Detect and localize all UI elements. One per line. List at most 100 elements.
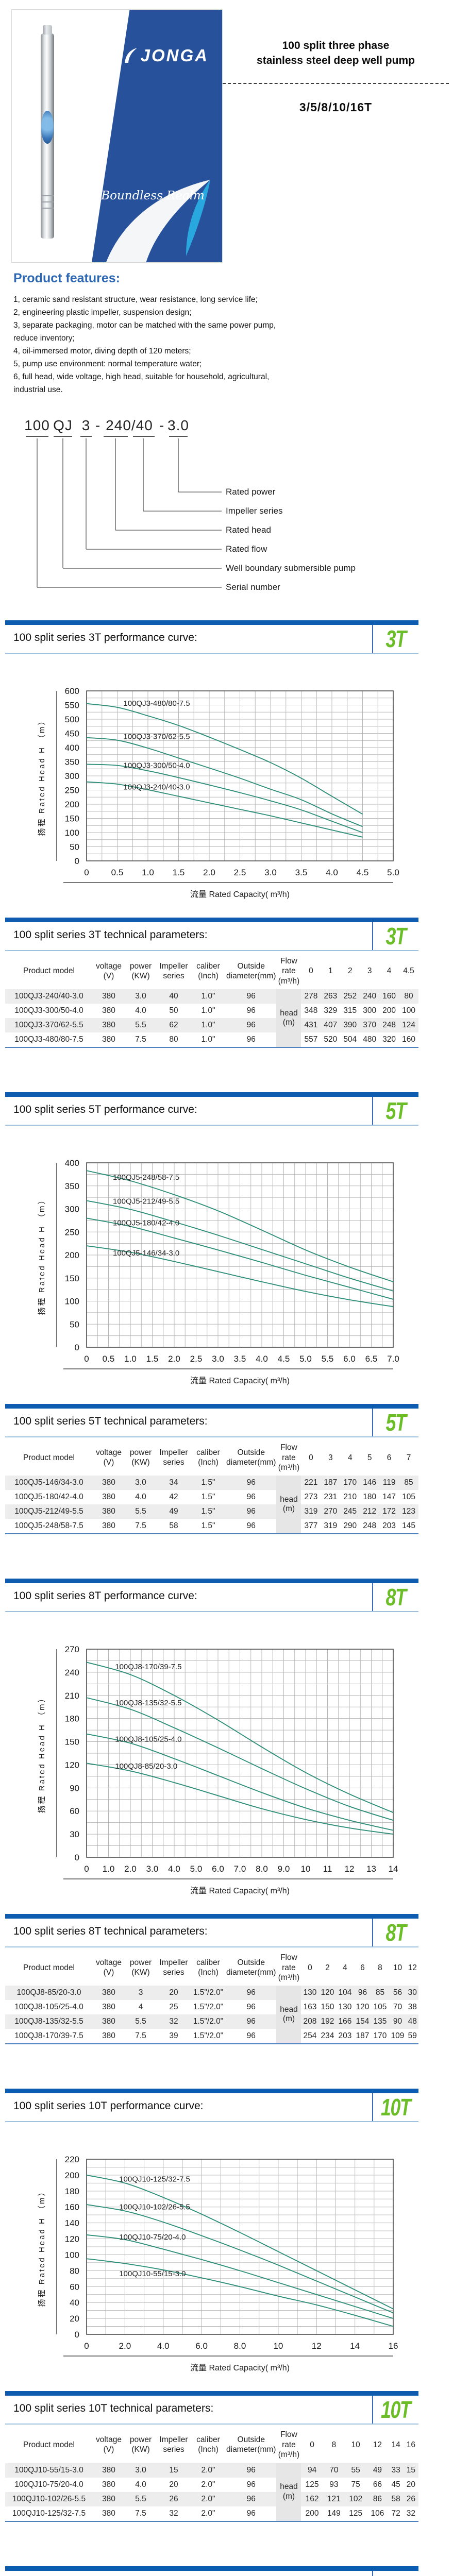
y-axis-title: 扬程 Rated Head H （m） [38, 716, 46, 836]
curve-label: 100QJ10-55/15-3.0 [119, 2270, 186, 2279]
table-row: 100QJ8-85/20-3.0 380 3 20 1.5"/2.0" 96 head (m… [5, 1986, 418, 2044]
cell-model: 100QJ8-135/32-5.5 [5, 2014, 93, 2029]
cell-head-value: 48 [406, 2014, 418, 2029]
cell-voltage: 380 [102, 1493, 115, 1502]
cell-head-value: 273 [304, 1493, 318, 1502]
cell-head-value: 15 [403, 2463, 418, 2478]
performance-chart-10T: 0 20 40 60 80 100 120 140 160 180 200 220 0 2.0 4.0 6.0… [9, 2150, 453, 2380]
plot-border [86, 2159, 394, 2335]
curve-100QJ3-300/50-4.0 [86, 764, 363, 833]
cell-head-value: 70 [393, 2003, 402, 2012]
curve-100QJ8-85/20-3.0 [86, 1762, 394, 1835]
section-header-row: 100 split series 5T performance curve: 5T [5, 1097, 418, 1126]
section-header-bar [5, 2089, 418, 2094]
chart-text: 8.0 [256, 1864, 268, 1874]
cell-head-value: 80 [399, 989, 418, 1004]
cell-caliber: 1.5"/2.0" [193, 2031, 224, 2041]
brand-logo-text: JONGA [140, 46, 209, 65]
cell-head-value: 208 [301, 2014, 319, 2029]
cell-model: 100QJ5-248/58-7.5 [14, 1521, 83, 1531]
performance-chart-3T: 0 50 100 150 200 250 300 350 400 450 500 550 600 0 0.5… [9, 682, 453, 906]
cell-head-value: 55 [345, 2463, 367, 2478]
cell-model: 100QJ8-105/25-4.0 [14, 2003, 83, 2012]
table-row: 100QJ10-55/15-3.0 380 3.0 15 2.0" 96 head (m) 9… [5, 2463, 418, 2521]
cell-head-value: 104 [336, 1986, 354, 2001]
chart-text: 0 [75, 2330, 79, 2340]
cell-model: 100QJ3-480/80-7.5 [14, 1035, 83, 1044]
chart-text: 2.5 [190, 1354, 203, 1364]
cell-power: 5.5 [125, 2492, 157, 2506]
curve-label: 100QJ10-75/20-4.0 [119, 2233, 186, 2242]
cell-head-value: 32 [406, 2509, 415, 2518]
callout-label: Rated flow [226, 544, 267, 554]
cell-power: 5.5 [125, 1018, 157, 1033]
flow-point-header: 2 [325, 1963, 330, 1972]
cell-voltage: 380 [93, 2492, 125, 2506]
column-header: caliber (Inch) [196, 961, 220, 981]
cell-head-value: 33 [388, 2463, 404, 2478]
series-badge: 10T [381, 2094, 411, 2121]
cell-head-value: 96 [354, 1986, 372, 2001]
series-section-5T: 100 split series 5T performance curve: 5T… [0, 1092, 453, 1535]
cell-impeller: 49 [157, 1504, 191, 1519]
column-header: Flow rate (m³/h) [278, 1443, 300, 1472]
cell-head-value: 105 [402, 1493, 415, 1502]
cell-head-value: 480 [363, 1035, 377, 1044]
cell-model: 100QJ8-85/20-3.0 [5, 1986, 93, 2001]
chart-text: 12 [345, 1864, 355, 1874]
chart-text: 40 [70, 2298, 79, 2308]
column-header: Outside diameter(mm) [226, 961, 276, 981]
curve-100QJ5-146/34-3.0 [86, 1245, 394, 1308]
cell-head-value: 377 [304, 1521, 318, 1531]
table-row: 100QJ8-135/32-5.5 380 5.5 32 1.5"/2.0" 96 208 1… [5, 2014, 418, 2029]
series-section-16T: 100 split series 16T performance curve: 1… [0, 2566, 453, 2576]
flow-point-header: 4 [343, 1963, 347, 1972]
cell-caliber: 2.0" [201, 2480, 215, 2489]
table-row: 100QJ3-300/50-4.0 380 4.0 50 1.0" 96 348 329 315… [5, 1004, 418, 1018]
chart-text: 13 [366, 1864, 376, 1874]
chart-text: 3.0 [167, 417, 189, 433]
cell-head-value: 163 [303, 2003, 317, 2012]
cell-head-value: 125 [305, 2480, 319, 2489]
series-badge: 5T [385, 1409, 407, 1436]
chart-text: 180 [65, 2187, 79, 2196]
cell-voltage: 380 [93, 1018, 125, 1033]
cell-head-value: 130 [301, 1986, 319, 2001]
table-head: Product model voltage (V) power (KW) Impell… [5, 2427, 418, 2463]
technical-parameters-title: 100 split series 3T technical parameters… [13, 929, 208, 941]
section-header-bar [5, 918, 418, 922]
chart-text: 0 [84, 2341, 89, 2351]
cell-head-value: 160 [402, 1035, 415, 1044]
column-header: voltage (V) [96, 1958, 122, 1977]
performance-curve-header-10T: 100 split series 10T performance curve: 1… [5, 2089, 418, 2123]
curve-label: 100QJ3-480/80-7.5 [123, 699, 190, 708]
flow-point-header: 14 [391, 2440, 400, 2449]
cell-model: 100QJ8-170/39-7.5 [14, 2031, 83, 2041]
cell-head-value: 86 [366, 2492, 389, 2506]
performance-curve-header-5T: 100 split series 5T performance curve: 5T [5, 1092, 418, 1126]
performance-curve-title: 100 split series 8T performance curve: [13, 1590, 197, 1602]
chart-text: 500 [65, 715, 79, 724]
cell-caliber: 1.5"/2.0" [193, 2003, 224, 2012]
chart-text: 250 [65, 1227, 79, 1237]
performance-curve-chart-8T: 0 30 60 90 120 150 180 210 240 270 0 1.0 2.0 3.0 4.0 5.… [38, 1645, 398, 1895]
cell-head-value: 125 [349, 2509, 363, 2518]
chart-text: 150 [65, 1737, 79, 1747]
cell-head-value: 38 [408, 2003, 417, 2012]
flow-point-header: 0 [309, 1453, 313, 1462]
cell-model: 100QJ3-300/50-4.0 [14, 1006, 83, 1015]
chart-text: 7.0 [387, 1354, 399, 1364]
chart-text: 5.5 [322, 1354, 334, 1364]
chart-text: 120 [65, 2234, 79, 2244]
flow-point-header: 0 [308, 1963, 312, 1972]
chart-text: 7.0 [234, 1864, 246, 1874]
cell-head-value: 234 [321, 2031, 334, 2041]
technical-parameters-table-3T: Product model voltage (V) power (KW) Impell… [5, 953, 418, 1048]
chart-text: 400 [65, 1158, 79, 1168]
cell-voltage: 380 [102, 1006, 115, 1015]
chart-text: 240/40 [106, 417, 153, 433]
flow-point-header: 8 [378, 1963, 382, 1972]
section-header-bar [5, 2391, 418, 2396]
page-title-line2: stainless steel deep well pump [257, 55, 415, 67]
